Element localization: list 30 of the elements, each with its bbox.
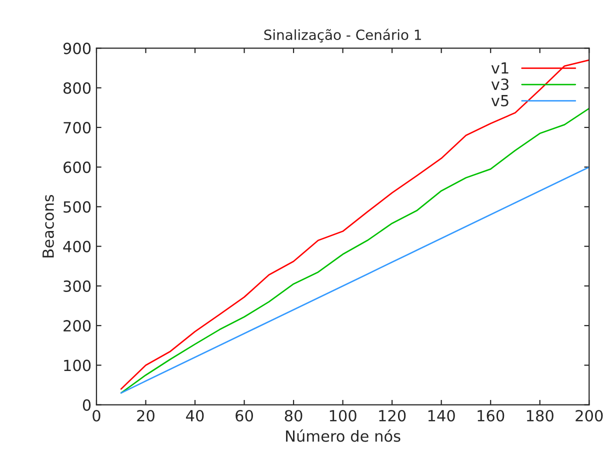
y-axis-title: Beacons (42, 194, 54, 258)
line-series (120, 108, 590, 394)
y-tick-label: 300 (64, 280, 91, 292)
x-tick-label: 60 (236, 410, 253, 422)
x-axis-title: Número de nós (286, 429, 400, 442)
x-tick-label: 40 (186, 410, 204, 422)
y-tick-label: 200 (64, 320, 91, 332)
legend-label: v5 (491, 95, 508, 106)
legend-label: v3 (491, 78, 508, 90)
x-tick-label: 120 (379, 410, 406, 422)
x-tick-label: 180 (526, 410, 554, 422)
x-tick-label: 200 (576, 410, 603, 422)
y-tick-label: 100 (64, 360, 91, 372)
y-tick-label: 700 (64, 122, 91, 134)
y-tick-label: 500 (64, 201, 91, 213)
line-series (120, 59, 590, 390)
y-tick-label: 800 (63, 82, 91, 94)
x-tick-label: 80 (284, 410, 302, 422)
x-tick-label: 140 (428, 410, 455, 422)
x-tick-label: 100 (330, 410, 356, 422)
x-tick-label: 160 (478, 410, 504, 422)
x-tick-label: 0 (92, 410, 100, 422)
legend-label: v1 (491, 62, 508, 74)
x-tick-label: 20 (137, 410, 154, 422)
line-series (120, 166, 590, 394)
y-tick-label: 0 (82, 399, 91, 411)
y-tick-label: 600 (64, 162, 91, 174)
y-tick-label: 900 (63, 42, 91, 54)
chart-title: Sinalização - Cenário 1 (264, 28, 421, 43)
y-tick-label: 400 (63, 240, 91, 252)
